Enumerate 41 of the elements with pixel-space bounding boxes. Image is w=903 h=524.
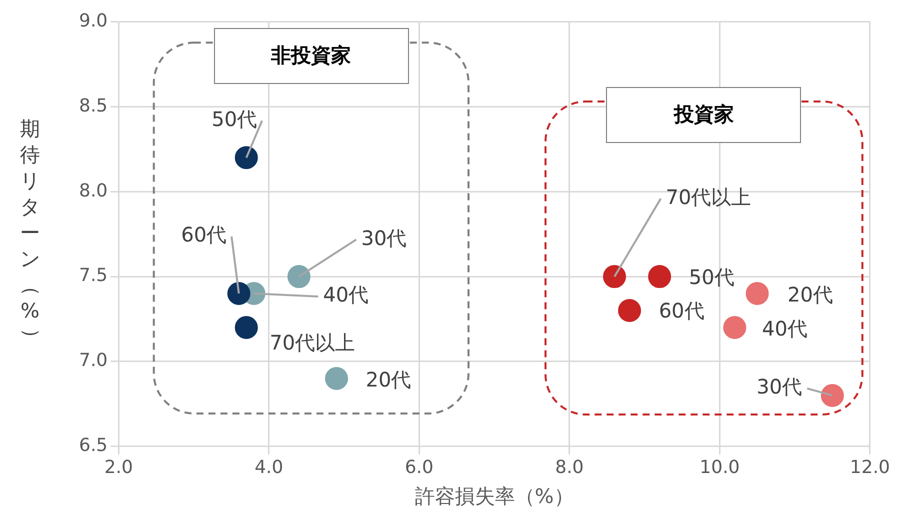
annotation: 30代 — [361, 226, 407, 250]
y-tick-label: 8.5 — [78, 95, 108, 116]
annotation: 60代 — [181, 222, 227, 247]
y-tick-label: 9.0 — [78, 10, 108, 32]
y-tick-label: 8.0 — [78, 180, 108, 202]
y-tick-label: 7.5 — [78, 265, 108, 286]
annotation: 60代 — [658, 298, 704, 323]
label-box: 投資家 — [606, 86, 802, 143]
point — [618, 299, 642, 322]
x-axis-title: 許容損失率（%） — [414, 484, 574, 508]
y-tick-label: 6.5 — [78, 435, 108, 456]
x-tick-label: 2.0 — [104, 456, 133, 478]
text: 期待リターン（%） — [20, 116, 44, 348]
annotation: 30代 — [756, 374, 802, 399]
point — [648, 265, 672, 288]
annotation: 50代 — [688, 264, 734, 289]
annotation: 70代以上 — [666, 184, 752, 209]
annotation: 投資家 — [674, 101, 734, 128]
point — [234, 316, 258, 340]
point — [603, 265, 626, 288]
point — [746, 282, 769, 306]
label-box: 非投資家 — [214, 28, 409, 84]
point — [325, 366, 348, 390]
annotation: 50代 — [212, 106, 258, 131]
annotation: 40代 — [323, 282, 369, 307]
point — [227, 282, 250, 306]
point — [723, 316, 746, 340]
point — [287, 265, 310, 288]
annotation: 20代 — [788, 282, 833, 307]
y-tick-label: 7.0 — [78, 350, 108, 372]
x-tick-label: 10.0 — [700, 456, 740, 478]
annotation: 70代以上 — [270, 330, 356, 355]
point — [820, 384, 844, 407]
x-tick-label: 8.0 — [555, 456, 584, 478]
annotation: 非投資家 — [271, 42, 352, 70]
x-tick-label: 12.0 — [850, 456, 890, 478]
annotation: 40代 — [762, 316, 808, 341]
annotation: 20代 — [366, 368, 412, 392]
point — [234, 146, 258, 170]
x-tick-label: 6.0 — [404, 456, 434, 478]
x-tick-label: 4.0 — [254, 456, 284, 478]
